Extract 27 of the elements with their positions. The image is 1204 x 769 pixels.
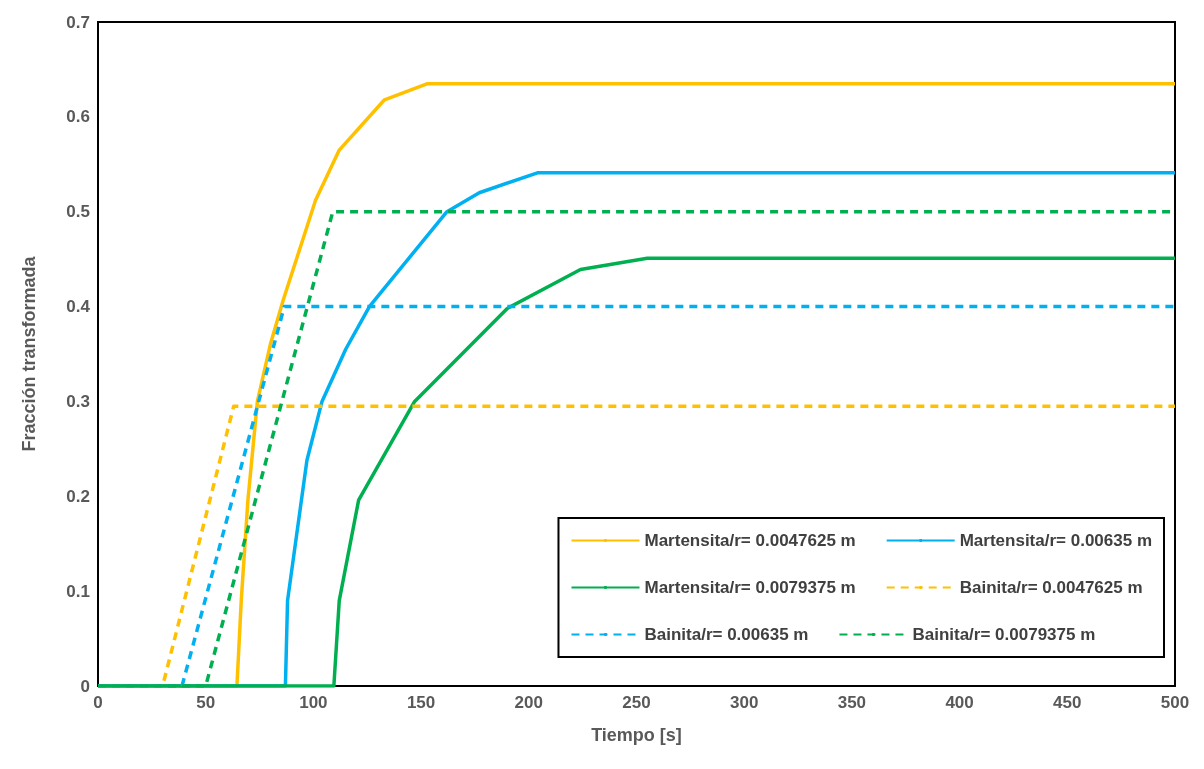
x-tick-label: 250	[622, 693, 651, 712]
x-tick-label: 150	[406, 693, 436, 712]
y-tick-label: 0.1	[66, 581, 90, 601]
legend-label: Bainita/r= 0.0079375 m	[912, 625, 1096, 644]
x-tick-label: 50	[196, 693, 216, 712]
x-tick-label: 500	[1160, 693, 1190, 712]
x-tick-label: 0	[93, 693, 103, 712]
y-tick-label: 0.7	[66, 12, 90, 32]
legend-label: Bainita/r= 0.0047625 m	[959, 578, 1143, 597]
y-tick-label: 0.6	[66, 107, 90, 127]
legend-label: Martensita/r= 0.0047625 m	[644, 531, 856, 550]
legend-label: Bainita/r= 0.00635 m	[644, 625, 809, 644]
x-tick-label: 350	[837, 693, 867, 712]
x-tick-label: 450	[1053, 693, 1082, 712]
x-tick-label: 400	[945, 693, 974, 712]
x-tick-label: 100	[299, 693, 328, 712]
y-tick-label: 0.2	[66, 486, 90, 506]
legend-label: Martensita/r= 0.0079375 m	[644, 578, 856, 597]
y-tick-label: 0	[80, 676, 90, 696]
y-axis-title: Fracción transformada	[19, 255, 39, 452]
x-axis-title: Tiempo [s]	[591, 725, 682, 745]
y-tick-label: 0.4	[66, 297, 91, 317]
legend-label: Martensita/r= 0.00635 m	[959, 531, 1153, 550]
x-tick-label: 300	[730, 693, 759, 712]
y-tick-label: 0.5	[66, 202, 90, 222]
y-tick-label: 0.3	[66, 391, 90, 411]
x-tick-label: 200	[514, 693, 543, 712]
